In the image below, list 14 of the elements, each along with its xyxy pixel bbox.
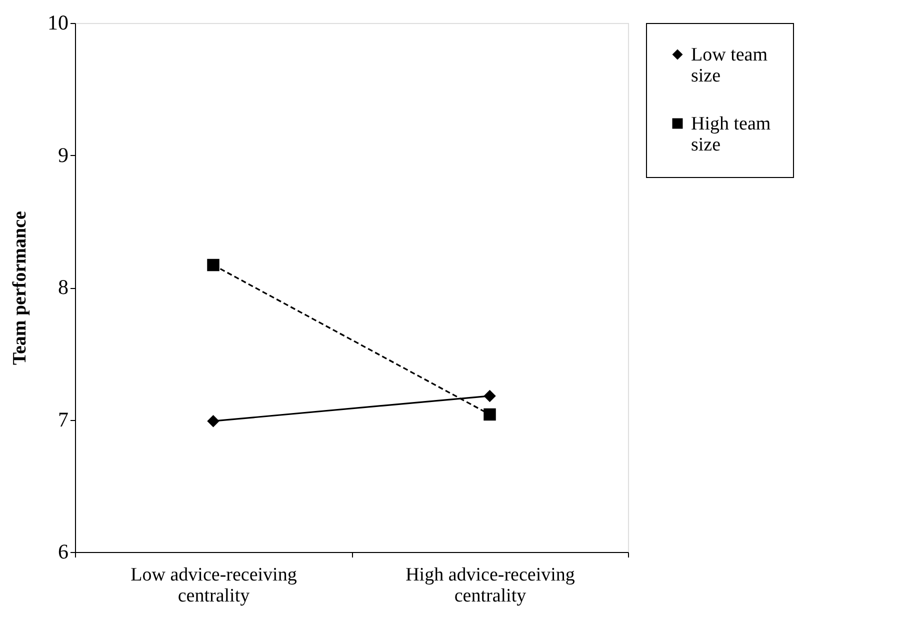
y-tick-label: 6: [58, 540, 68, 564]
x-tick-label: High advice-receiving centrality: [406, 564, 576, 606]
point: [207, 258, 220, 272]
y-tick-label: 8: [58, 275, 68, 299]
point: [207, 414, 220, 428]
point: [484, 390, 496, 402]
y-tick-label: 9: [58, 142, 68, 167]
point: [484, 408, 496, 421]
y-axis-title: Team performance: [10, 211, 30, 365]
y-tick-label: 7: [58, 407, 68, 432]
legend-label: Low team size: [691, 44, 768, 86]
legend-label: High team size: [691, 114, 771, 156]
x-tick-label: Low advice-receiving centrality: [130, 564, 298, 606]
y-tick-label: 10: [48, 10, 68, 34]
